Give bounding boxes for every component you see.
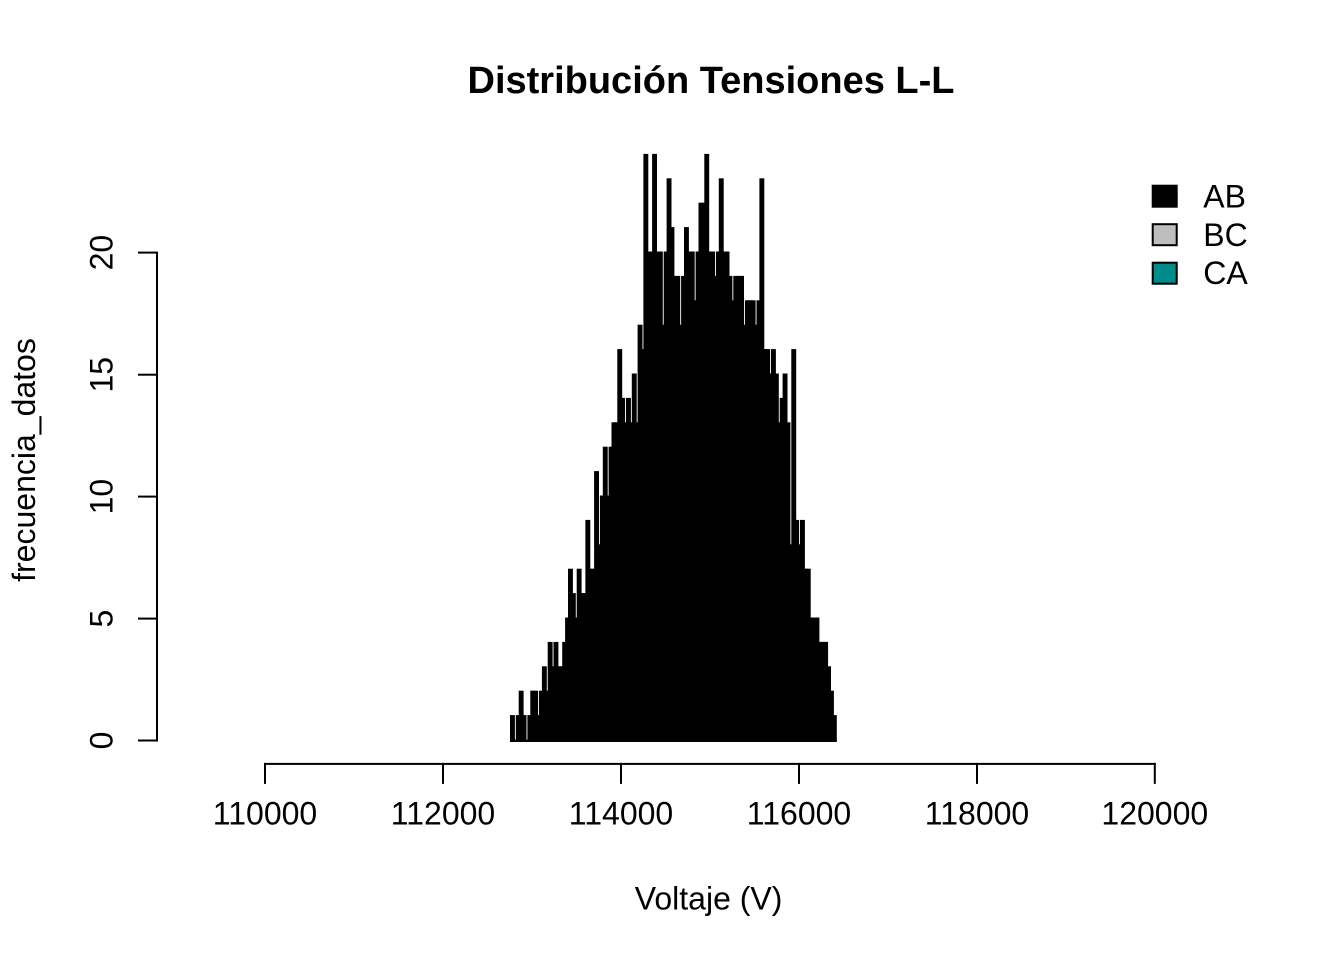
svg-text:110000: 110000 <box>213 795 317 831</box>
svg-text:5: 5 <box>84 610 120 628</box>
svg-text:AB: AB <box>1203 179 1246 215</box>
svg-text:112000: 112000 <box>391 795 495 831</box>
svg-text:15: 15 <box>84 357 120 393</box>
svg-text:20: 20 <box>84 235 120 271</box>
svg-text:10: 10 <box>84 479 120 515</box>
svg-text:Distribución Tensiones L-L: Distribución Tensiones L-L <box>468 60 955 102</box>
svg-text:BC: BC <box>1203 217 1247 253</box>
svg-text:118000: 118000 <box>925 795 1029 831</box>
svg-text:Voltaje (V): Voltaje (V) <box>635 880 783 916</box>
svg-text:116000: 116000 <box>747 795 851 831</box>
svg-text:120000: 120000 <box>1101 795 1208 831</box>
svg-text:CA: CA <box>1203 255 1248 291</box>
svg-text:frecuencia_datos: frecuencia_datos <box>6 338 42 582</box>
svg-text:0: 0 <box>84 732 120 750</box>
svg-text:114000: 114000 <box>569 795 673 831</box>
